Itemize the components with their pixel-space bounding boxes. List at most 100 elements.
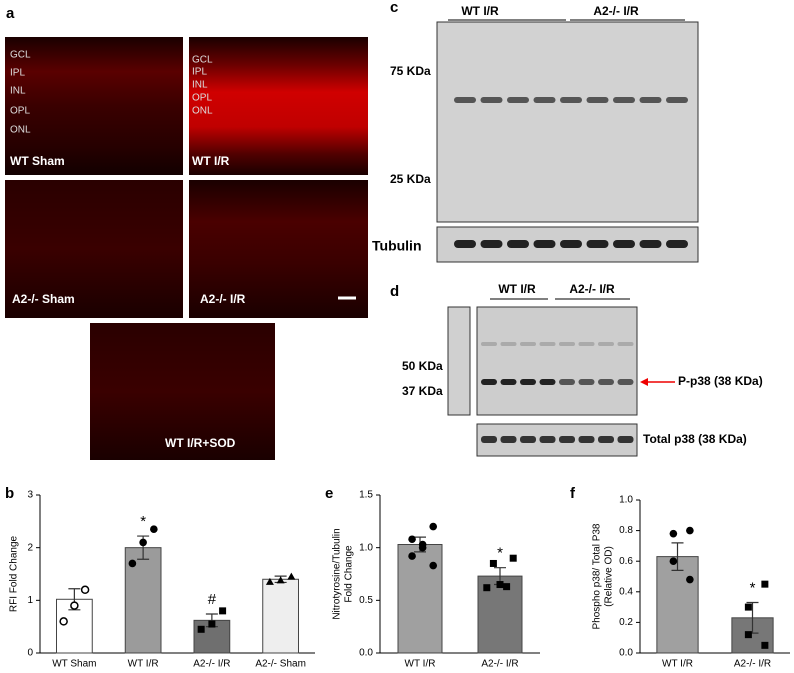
- layer-label: ONL: [192, 106, 213, 117]
- panel-letter: b: [5, 485, 14, 502]
- significance: *: [140, 513, 146, 530]
- data-point: [761, 641, 769, 649]
- blot: [447, 306, 471, 416]
- image-label: WT I/R+SOD: [165, 436, 236, 450]
- image-label: A2-/- I/R: [200, 292, 246, 306]
- data-point: [669, 557, 678, 565]
- data-point: [744, 631, 752, 639]
- data-point: [483, 584, 491, 592]
- panel-d: d WT I/R A2-/- I/R 50 KDa 37 KDa P-p38 (38 KD…: [390, 282, 763, 457]
- y-axis-label: (Relative OD): [604, 546, 615, 607]
- panel-letter: c: [390, 0, 398, 16]
- data-point: [80, 585, 90, 595]
- band: [666, 240, 688, 248]
- mw-marker: 37 KDa: [402, 384, 443, 398]
- blot: [436, 21, 699, 223]
- band: [586, 240, 609, 248]
- band: [481, 379, 497, 385]
- band: [454, 97, 476, 103]
- panel-letter: a: [6, 5, 15, 22]
- y-axis-label: Nitrotyrosine/Tubulin: [332, 528, 343, 619]
- layer-label: INL: [192, 80, 208, 91]
- data-point: [208, 620, 216, 628]
- y-tick-label: 1: [27, 595, 33, 606]
- band: [598, 379, 614, 385]
- data-point: [276, 576, 285, 584]
- x-tick-label: A2-/- I/R: [193, 659, 230, 670]
- bar: [656, 556, 699, 654]
- band: [617, 342, 634, 346]
- layer-label: OPL: [10, 106, 30, 117]
- blot: [476, 306, 638, 416]
- band: [533, 97, 556, 103]
- band: [507, 240, 529, 248]
- band: [639, 240, 662, 248]
- panel-c: c WT I/R A2-/- I/R 75 KDa 25 KDa Tubulin: [372, 0, 699, 263]
- band: [666, 97, 688, 103]
- y-tick-label: 1.0: [619, 495, 633, 506]
- band: [586, 97, 609, 103]
- band: [480, 240, 503, 248]
- band: [481, 342, 497, 346]
- group-label: WT I/R: [461, 4, 499, 18]
- y-tick-label: 1.0: [359, 542, 373, 553]
- band: [578, 342, 595, 346]
- y-tick-label: 0.8: [619, 525, 633, 536]
- band: [560, 240, 582, 248]
- layer-label: GCL: [10, 50, 31, 61]
- band: [480, 97, 503, 103]
- y-axis-label: Fold Change: [344, 545, 355, 603]
- data-point: [219, 607, 227, 615]
- y-tick-label: 0: [27, 648, 33, 659]
- significance: #: [208, 591, 217, 608]
- y-tick-label: 1.5: [359, 490, 373, 501]
- y-tick-label: 2: [27, 542, 33, 553]
- x-tick-label: A2-/- I/R: [481, 659, 518, 670]
- band: [481, 436, 497, 443]
- panel-letter: f: [570, 485, 576, 502]
- band: [578, 379, 595, 385]
- y-tick-label: 0.0: [619, 648, 633, 659]
- data-point: [128, 559, 137, 568]
- band: [559, 342, 575, 346]
- y-tick-label: 0.4: [619, 586, 633, 597]
- data-point: [70, 601, 79, 610]
- y-axis-label: Phospho p38/ Total P38: [592, 523, 603, 629]
- band: [500, 342, 517, 346]
- x-tick-label: WT I/R: [405, 659, 436, 670]
- mw-marker: 25 KDa: [390, 172, 431, 186]
- x-tick-label: WT I/R: [662, 659, 693, 670]
- x-tick-label: WT Sham: [52, 659, 96, 670]
- x-tick-label: A2-/- Sham: [255, 659, 306, 670]
- data-point: [265, 577, 274, 585]
- band: [539, 342, 556, 346]
- band: [639, 97, 662, 103]
- y-tick-label: 0.6: [619, 556, 633, 567]
- band: [520, 379, 536, 385]
- y-tick-label: 0.5: [359, 595, 373, 606]
- image-label: WT Sham: [10, 154, 65, 168]
- layer-label: ONL: [10, 125, 31, 136]
- micrograph: [5, 37, 183, 175]
- data-point: [744, 603, 752, 611]
- data-point: [429, 522, 438, 531]
- data-point: [669, 529, 678, 538]
- data-point: [197, 625, 205, 633]
- significance: *: [750, 579, 756, 596]
- error-bar: [671, 542, 684, 571]
- layer-label: INL: [10, 86, 26, 97]
- image-label: WT I/R: [192, 154, 230, 168]
- data-point: [489, 559, 497, 567]
- data-point: [287, 572, 296, 580]
- micrograph: [189, 180, 368, 318]
- significance: *: [497, 545, 503, 562]
- loading-label: Tubulin: [372, 238, 422, 254]
- data-point: [503, 583, 511, 591]
- band: [500, 436, 517, 443]
- target-label: P-p38 (38 KDa): [678, 374, 763, 388]
- group-label: WT I/R: [498, 282, 536, 296]
- layer-label: IPL: [10, 68, 25, 79]
- band: [613, 97, 635, 103]
- band: [559, 436, 575, 443]
